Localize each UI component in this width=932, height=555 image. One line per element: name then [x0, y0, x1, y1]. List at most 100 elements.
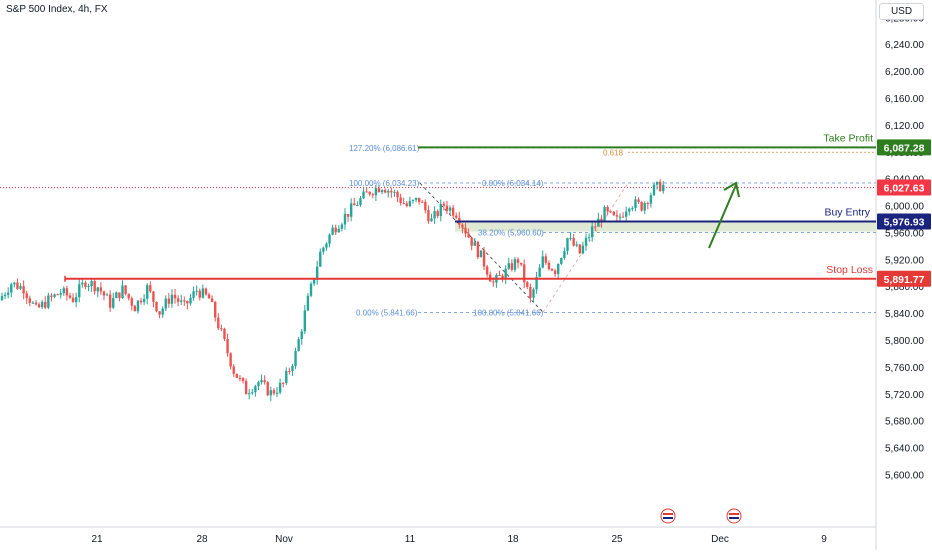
- y-tick-label: 5,920.00: [885, 255, 924, 266]
- candle-body: [294, 350, 297, 367]
- price-badge-current: [877, 179, 931, 196]
- candle-body: [22, 286, 25, 294]
- candle-body: [229, 353, 232, 367]
- candle-body: [485, 266, 489, 275]
- candle-body: [498, 275, 501, 277]
- candle-body: [297, 339, 300, 351]
- candle-body: [93, 281, 96, 292]
- candle-body: [158, 311, 161, 315]
- candle-body: [479, 250, 483, 258]
- price-badge-text-take_profit: 6,087.28: [884, 142, 925, 154]
- candle-body: [325, 243, 328, 248]
- candle-body: [408, 200, 412, 207]
- candle-body: [421, 201, 424, 203]
- y-tick-label: 6,160.00: [885, 94, 924, 105]
- candle-body: [25, 293, 28, 299]
- target-arrow-shaft: [708, 184, 737, 249]
- candle-body: [513, 259, 517, 270]
- candle-body: [368, 191, 371, 195]
- candle-body: [628, 208, 631, 212]
- candle-body: [105, 294, 109, 296]
- candle-body: [198, 290, 201, 298]
- candle-body: [451, 207, 455, 216]
- fib-label: 38.20% (5,960.60): [478, 229, 544, 238]
- candle-body: [272, 390, 276, 394]
- candle-body: [328, 234, 331, 244]
- candle-body: [631, 208, 634, 210]
- candle-body: [127, 293, 130, 299]
- candle-body: [572, 237, 575, 246]
- candle-body: [464, 227, 467, 234]
- candle-body: [81, 282, 84, 285]
- candle-body: [507, 263, 510, 269]
- candle-body: [643, 203, 646, 211]
- candle-body: [652, 184, 656, 196]
- candle-body: [133, 305, 137, 312]
- candle-body: [587, 237, 591, 239]
- fib-diagonal: [542, 182, 629, 313]
- candle-body: [349, 203, 353, 217]
- candle-body: [278, 382, 282, 393]
- candle-body: [207, 294, 211, 299]
- candle-body: [461, 224, 464, 228]
- price-badge-text-current: 6,027.63: [884, 182, 925, 194]
- candle-body: [44, 301, 47, 308]
- candle-body: [65, 288, 69, 296]
- candle-body: [634, 199, 637, 209]
- event-flag-icon: [726, 508, 742, 524]
- candle-body: [600, 218, 603, 222]
- candle-body: [285, 371, 288, 384]
- candle-body: [74, 297, 78, 302]
- candle-body: [529, 286, 532, 298]
- candle-body: [192, 291, 195, 298]
- candle-body: [510, 263, 514, 270]
- currency-button[interactable]: USD: [879, 3, 924, 20]
- candle-body: [544, 256, 548, 263]
- fib-label: 0.618: [603, 148, 624, 157]
- candle-body: [655, 181, 659, 185]
- y-tick-label: 6,200.00: [885, 67, 924, 78]
- candle-body: [343, 214, 347, 225]
- candle-body: [223, 328, 226, 340]
- candle-body: [414, 197, 418, 200]
- candle-body: [380, 190, 384, 193]
- candle-body: [439, 203, 442, 217]
- y-tick-label: 6,240.00: [885, 40, 924, 51]
- candle-body: [322, 247, 325, 252]
- candle-body: [56, 294, 59, 296]
- candle-body: [34, 302, 38, 305]
- candle-body: [241, 377, 245, 382]
- candle-body: [84, 282, 87, 288]
- candle-body: [436, 211, 439, 217]
- candle-body: [167, 298, 171, 304]
- candle-body: [217, 317, 220, 329]
- candle-body: [275, 392, 279, 394]
- candle-body: [501, 275, 504, 280]
- candle-body: [470, 237, 473, 246]
- candle-body: [371, 194, 374, 196]
- candle-body: [28, 298, 32, 303]
- candle-body: [516, 259, 520, 263]
- candle-body: [115, 292, 118, 299]
- candle-body: [547, 262, 551, 270]
- candle-body: [658, 181, 662, 192]
- candle-body: [315, 266, 319, 280]
- candle-body: [254, 386, 257, 393]
- candle-body: [405, 203, 408, 207]
- y-tick-label: 5,880.00: [885, 282, 924, 293]
- event-flag-stripe: [663, 517, 673, 519]
- candle-body: [112, 298, 115, 308]
- candle-body: [0, 296, 4, 301]
- candle-body: [121, 285, 124, 298]
- candle-body: [535, 276, 538, 290]
- candle-body: [526, 282, 529, 287]
- candle-body: [640, 202, 643, 211]
- candle-body: [155, 301, 158, 312]
- price-badge-take_profit: [877, 139, 931, 156]
- candle-body: [201, 288, 205, 298]
- y-tick-label: 5,840.00: [885, 309, 924, 320]
- candle-body: [575, 244, 578, 246]
- candle-body: [538, 267, 541, 277]
